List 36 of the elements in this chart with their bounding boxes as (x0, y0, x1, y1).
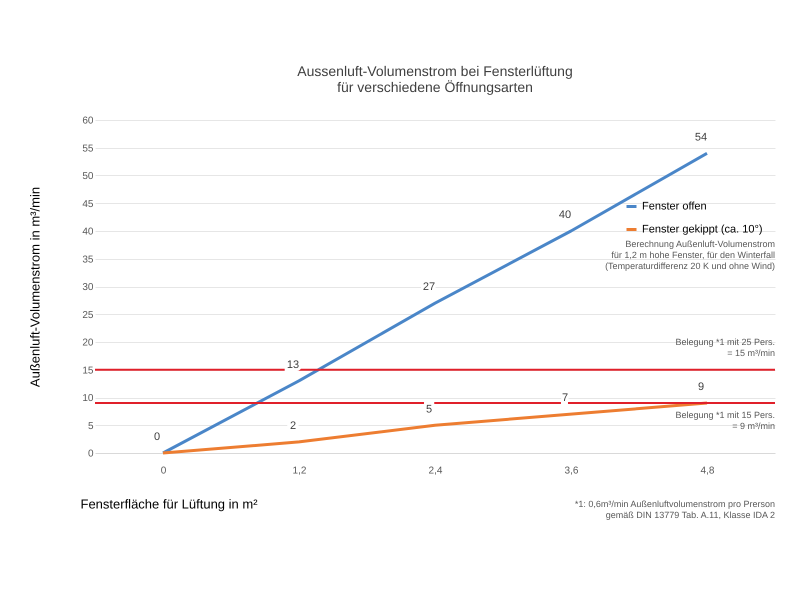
y-tick-label: 55 (82, 143, 94, 154)
y-axis-title: Außenluft-Volumenstrom in m³/min (27, 186, 42, 388)
y-tick-label: 0 (88, 448, 94, 460)
y-tick-label: 15 (82, 365, 94, 376)
x-tick-label: 3,6 (564, 466, 579, 476)
y-tick-label: 45 (82, 198, 94, 210)
y-tick-label: 35 (82, 254, 94, 266)
annotation: Berechnung Außenluft-Volumenstrom für 1,2 m hohe Fenster, für den Winterfall (Temperaturdifferenz 20 K und ohne Wind) (605, 239, 775, 271)
y-tick-label: 25 (82, 310, 94, 321)
data-label: 54 (694, 131, 708, 144)
text: *1: 0,6m³/min Außenluftvolumenstrom pro Prerson gemäß DIN 13779 Tab. A.11, Klasse IDA 2 (574, 499, 775, 520)
x-tick-label: 4,8 (700, 466, 715, 476)
data-label: 27 (422, 281, 436, 294)
y-tick-label: 30 (82, 282, 94, 293)
legend-label: Fenster offen (642, 200, 707, 212)
y-tick-label: 60 (82, 116, 94, 126)
data-label: 40 (558, 209, 572, 221)
y-tick-label: 50 (82, 171, 94, 182)
data-label: 0 (154, 431, 160, 443)
ref-line-label: Belegung *1 mit 15 Pers. = 9 m³/min (675, 410, 775, 432)
data-label: 7 (562, 392, 568, 404)
data-label: 5 (426, 403, 432, 416)
x-axis-title: Fensterfläche für Lüftung in m² (80, 496, 258, 512)
x-tick-label: 1,2 (292, 466, 307, 476)
x-tick-label: 0 (160, 466, 167, 476)
legend-label: Fenster gekippt (ca. 10°) (642, 224, 763, 236)
chart-title: Aussenluft-Volumenstrom bei Fensterlüftung für verschiedene Öffnungsarten (297, 63, 573, 95)
ref-line-label: Belegung *1 mit 25 Pers. = 15 m³/min (675, 336, 775, 358)
data-label: 9 (698, 381, 704, 394)
data-label: 2 (290, 420, 296, 432)
x-tick-label: 2,4 (428, 466, 443, 476)
y-tick-label: 40 (82, 226, 94, 238)
y-tick-label: 10 (82, 393, 94, 404)
data-label: 13 (286, 358, 300, 371)
y-tick-label: 5 (88, 420, 94, 432)
y-tick-label: 20 (82, 338, 94, 348)
